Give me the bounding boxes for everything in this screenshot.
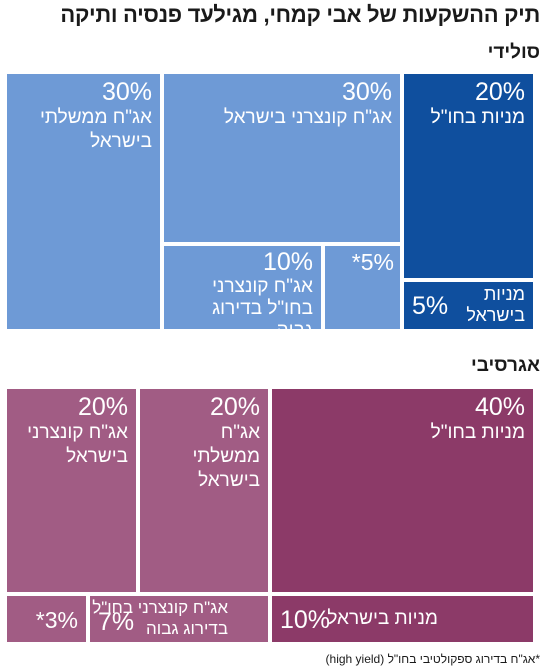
tile-solid-high-yield: *5%: [325, 246, 400, 329]
tile-value-label: 10%: [262, 248, 313, 276]
tile-aggr-stocks-israel: 10% מניות בישראל: [272, 596, 533, 642]
tile-value-label: 10%: [280, 606, 331, 634]
tile-category-label: מניות בישראל: [327, 608, 438, 629]
tile-value-label: 20%: [474, 78, 525, 106]
tile-aggr-corp-bonds-abroad-high-rating: 7% אג"ח קונצרני בחו"ל בדירוג גבוה: [90, 596, 268, 642]
tile-aggr-gov-bonds-israel: 20% אג"ח ממשלתי בישראל: [140, 389, 268, 592]
tile-solid-gov-bonds-israel: 30% אג"ח ממשלתי בישראל: [7, 74, 160, 329]
chart-title: תיק ההשקעות של אבי קמחי, מגילעד פנסיה ות…: [60, 2, 540, 27]
tile-category-label: מניות בישראל: [466, 284, 525, 325]
tile-aggr-corp-bonds-israel: 20% אג"ח קונצרני בישראל: [7, 389, 136, 592]
tile-solid-corp-bonds-israel: 30% אג"ח קונצרני בישראל: [164, 74, 400, 242]
tile-category-label: אג"ח ממשלתי בישראל: [39, 107, 152, 152]
tile-aggr-stocks-abroad: 40% מניות בחו"ל: [272, 389, 533, 592]
section-label-solid: סולידי: [487, 42, 540, 63]
tile-category-label: מניות בחו"ל: [430, 422, 525, 443]
tile-value-label: *5%: [351, 249, 394, 275]
tile-solid-stocks-israel: 5% מניות בישראל: [404, 282, 533, 329]
tile-value-label: 30%: [341, 78, 392, 106]
footnote: *אג"ח בדירוג ספקולטיבי בחו"ל (high yield…: [325, 652, 540, 666]
tile-category-label: אג"ח קונצרני בישראל: [223, 107, 392, 128]
tile-value-label: 40%: [474, 393, 525, 421]
tile-category-label: מניות בחו"ל: [430, 107, 525, 128]
section-label-aggressive: אגרסיבי: [471, 355, 540, 376]
tile-value-label: 30%: [101, 78, 152, 106]
tile-solid-stocks-abroad: 20% מניות בחו"ל: [404, 74, 533, 278]
tile-value-label: 5%: [412, 292, 449, 320]
tile-category-label: אג"ח קונצרני בחו"ל בדירוג גבוה: [92, 598, 228, 638]
tile-category-label: אג"ח קונצרני בישראל: [27, 422, 128, 467]
tile-value-label: *3%: [35, 607, 78, 633]
tile-value-label: 7%: [98, 608, 135, 636]
tile-value-label: 20%: [209, 393, 260, 421]
tile-category-label: אג"ח קונצרני בחו"ל בדירוג גבוה: [212, 276, 313, 329]
tile-category-label: אג"ח ממשלתי בישראל: [192, 422, 260, 491]
tile-value-label: 20%: [77, 393, 128, 421]
tile-solid-corp-bonds-abroad-high-rating: 10% אג"ח קונצרני בחו"ל בדירוג גבוה: [164, 246, 321, 329]
tile-aggr-high-yield: *3%: [7, 596, 86, 642]
